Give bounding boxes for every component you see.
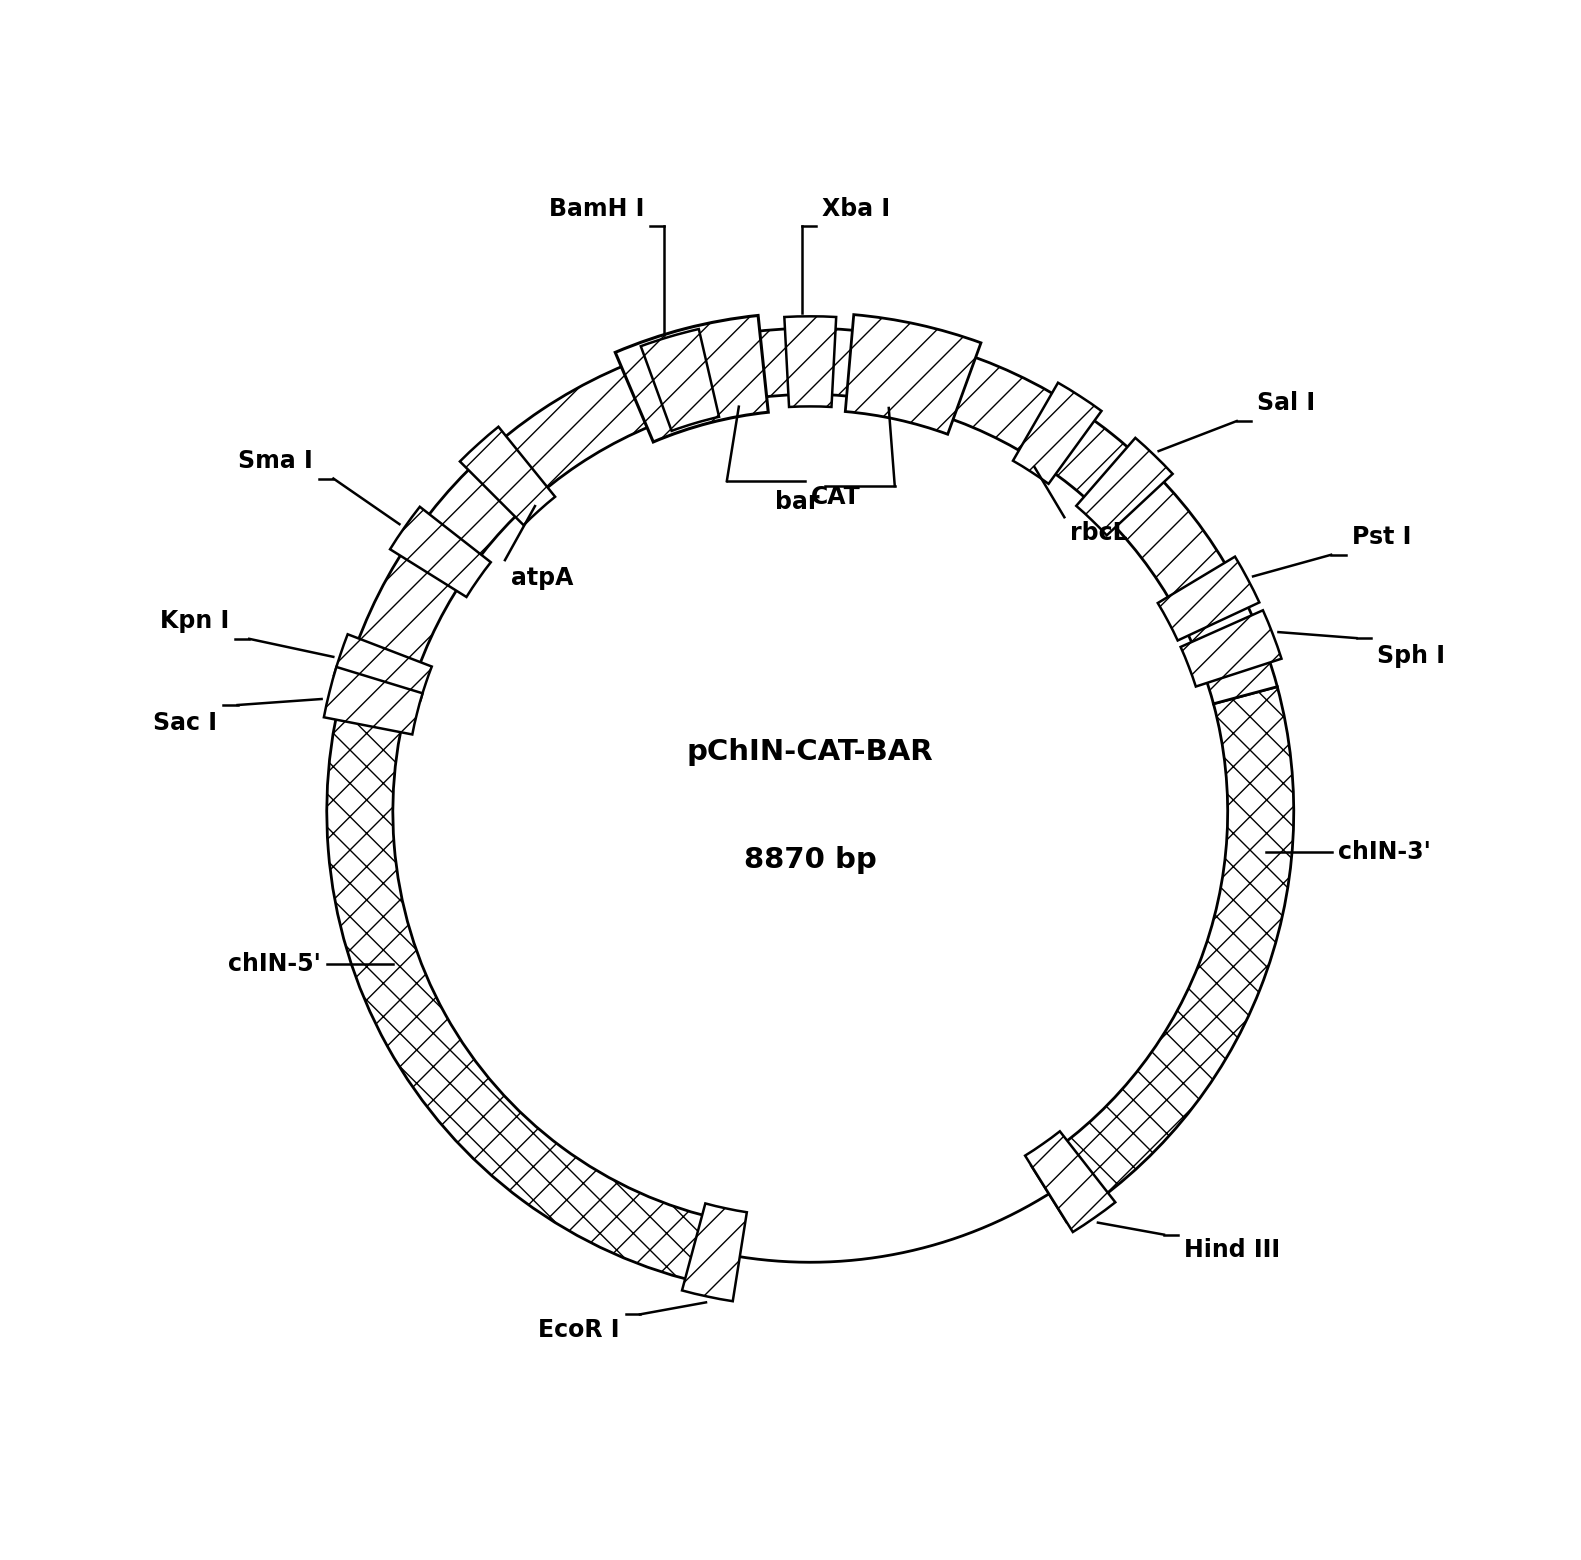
Wedge shape bbox=[681, 1203, 746, 1301]
Wedge shape bbox=[1157, 557, 1260, 641]
Text: bar: bar bbox=[775, 490, 819, 513]
Wedge shape bbox=[356, 328, 1277, 704]
Text: CAT: CAT bbox=[811, 485, 860, 509]
Wedge shape bbox=[1013, 382, 1102, 484]
Text: Sma I: Sma I bbox=[239, 449, 313, 473]
Wedge shape bbox=[327, 646, 724, 1285]
Text: rbcL: rbcL bbox=[1070, 521, 1127, 544]
Wedge shape bbox=[640, 329, 719, 431]
Text: pChIN-CAT-BAR: pChIN-CAT-BAR bbox=[688, 738, 933, 766]
Wedge shape bbox=[1024, 1131, 1115, 1232]
Wedge shape bbox=[334, 635, 432, 700]
Text: 8870 bp: 8870 bp bbox=[745, 846, 876, 874]
Text: BamH I: BamH I bbox=[549, 198, 643, 222]
Wedge shape bbox=[1031, 686, 1293, 1221]
Text: EcoR I: EcoR I bbox=[538, 1318, 620, 1342]
Wedge shape bbox=[460, 427, 555, 526]
Wedge shape bbox=[784, 317, 836, 407]
Text: Hind III: Hind III bbox=[1184, 1239, 1281, 1262]
Text: chIN-3': chIN-3' bbox=[1338, 839, 1431, 864]
Wedge shape bbox=[1077, 438, 1173, 535]
Wedge shape bbox=[615, 315, 768, 441]
Wedge shape bbox=[324, 668, 422, 735]
Wedge shape bbox=[846, 315, 980, 434]
Text: Pst I: Pst I bbox=[1352, 524, 1410, 549]
Text: Xba I: Xba I bbox=[822, 198, 890, 222]
Text: Sal I: Sal I bbox=[1257, 392, 1315, 415]
Wedge shape bbox=[391, 507, 490, 597]
Text: Kpn I: Kpn I bbox=[160, 608, 229, 633]
Text: Sac I: Sac I bbox=[153, 711, 217, 735]
Text: Sph I: Sph I bbox=[1377, 644, 1445, 668]
Wedge shape bbox=[1181, 610, 1282, 686]
Text: chIN-5': chIN-5' bbox=[228, 952, 321, 975]
Text: atpA: atpA bbox=[511, 566, 574, 590]
